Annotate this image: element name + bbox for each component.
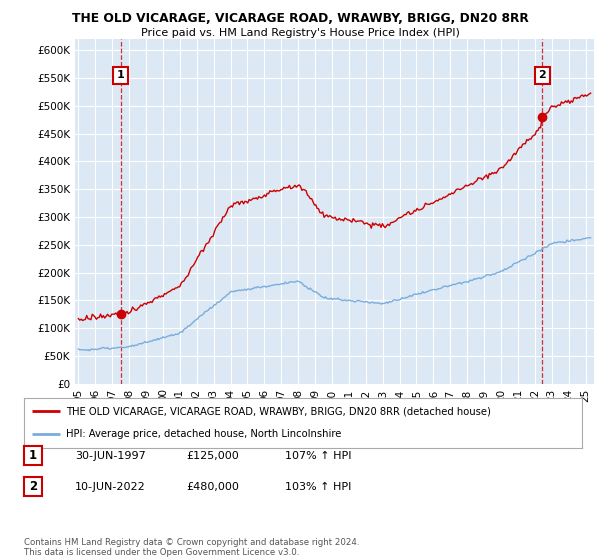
Text: 2: 2 [29, 480, 37, 493]
Text: THE OLD VICARAGE, VICARAGE ROAD, WRAWBY, BRIGG, DN20 8RR (detached house): THE OLD VICARAGE, VICARAGE ROAD, WRAWBY,… [66, 406, 491, 416]
Text: HPI: Average price, detached house, North Lincolnshire: HPI: Average price, detached house, Nort… [66, 430, 341, 440]
Text: 1: 1 [29, 449, 37, 463]
Text: £125,000: £125,000 [186, 451, 239, 461]
Text: £480,000: £480,000 [186, 482, 239, 492]
Text: Contains HM Land Registry data © Crown copyright and database right 2024.
This d: Contains HM Land Registry data © Crown c… [24, 538, 359, 557]
Text: 107% ↑ HPI: 107% ↑ HPI [285, 451, 352, 461]
Text: Price paid vs. HM Land Registry's House Price Index (HPI): Price paid vs. HM Land Registry's House … [140, 28, 460, 38]
Text: 30-JUN-1997: 30-JUN-1997 [75, 451, 146, 461]
Text: THE OLD VICARAGE, VICARAGE ROAD, WRAWBY, BRIGG, DN20 8RR: THE OLD VICARAGE, VICARAGE ROAD, WRAWBY,… [71, 12, 529, 25]
Text: 10-JUN-2022: 10-JUN-2022 [75, 482, 146, 492]
Text: 2: 2 [539, 71, 547, 80]
Text: 103% ↑ HPI: 103% ↑ HPI [285, 482, 352, 492]
Text: 1: 1 [117, 71, 125, 80]
